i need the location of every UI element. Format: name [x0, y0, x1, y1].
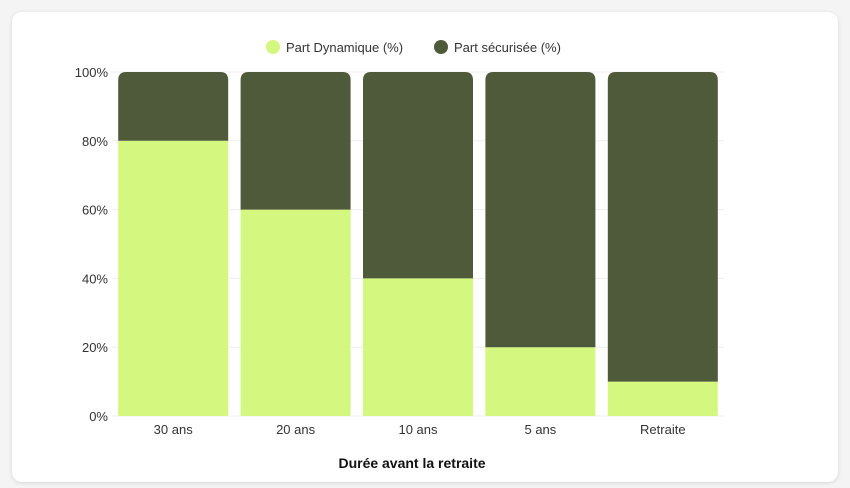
bar-segment-securisee[interactable] — [118, 72, 229, 141]
bar-segment-securisee[interactable] — [485, 72, 596, 348]
bar-segment-dynamique[interactable] — [485, 347, 596, 416]
y-tick-label: 100% — [75, 65, 109, 80]
y-tick-label: 0% — [89, 409, 108, 424]
legend-marker — [434, 40, 448, 54]
y-tick-label: 80% — [82, 134, 108, 149]
x-tick-label: Retraite — [640, 422, 686, 437]
y-tick-label: 20% — [82, 340, 108, 355]
x-tick-label: 5 ans — [524, 422, 556, 437]
bar-segment-dynamique[interactable] — [363, 278, 473, 416]
legend-label[interactable]: Part sécurisée (%) — [454, 40, 561, 55]
x-tick-label: 20 ans — [276, 422, 316, 437]
bar-segment-dynamique[interactable] — [607, 381, 718, 416]
y-tick-label: 40% — [82, 271, 108, 286]
legend-label[interactable]: Part Dynamique (%) — [286, 40, 403, 55]
x-tick-label: 10 ans — [398, 422, 438, 437]
bar-segment-securisee[interactable] — [363, 72, 473, 279]
x-axis-label: Durée avant la retraite — [338, 455, 485, 471]
bar-segment-securisee[interactable] — [240, 72, 351, 210]
bar-segment-dynamique[interactable] — [240, 209, 351, 416]
bar-segment-securisee[interactable] — [607, 72, 718, 382]
y-tick-label: 60% — [82, 203, 108, 218]
legend-marker — [266, 40, 280, 54]
x-tick-label: 30 ans — [154, 422, 194, 437]
bar-segment-dynamique[interactable] — [118, 140, 229, 417]
